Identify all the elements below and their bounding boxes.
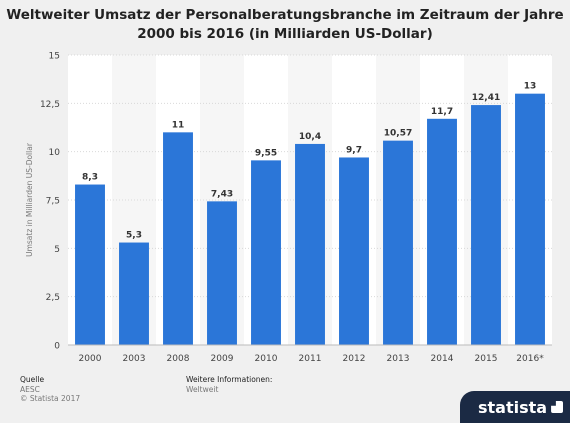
bar <box>119 242 149 345</box>
y-axis-label: Umsatz in Milliarden US-Dollar <box>25 142 34 257</box>
x-tick-label: 2015 <box>475 354 498 364</box>
bar <box>251 160 281 345</box>
bar-value-label: 11,7 <box>431 107 453 117</box>
y-tick-label: 15 <box>49 52 60 62</box>
y-tick-label: 10 <box>49 148 61 158</box>
y-tick-label: 12,5 <box>40 100 60 110</box>
x-tick-label: 2016* <box>516 354 544 364</box>
bar-value-label: 12,41 <box>472 93 500 103</box>
bar-value-label: 11 <box>172 120 185 130</box>
copyright-text: © Statista 2017 <box>20 394 81 403</box>
y-tick-label: 0 <box>54 342 60 352</box>
x-tick-label: 2011 <box>299 354 322 364</box>
bar-value-label: 9,7 <box>346 145 362 155</box>
y-tick-label: 7,5 <box>46 197 60 207</box>
info-label: Weitere Informationen: <box>186 375 273 384</box>
chart-title: Weltweiter Umsatz der Personalberatungsb… <box>6 7 564 42</box>
info-value: Weltweit <box>186 385 219 394</box>
x-tick-label: 2008 <box>167 354 190 364</box>
bar <box>163 132 193 345</box>
y-tick-label: 5 <box>54 245 60 255</box>
x-tick-label: 2000 <box>79 354 102 364</box>
bar <box>75 184 105 345</box>
bar <box>427 118 457 345</box>
source-label: Quelle <box>20 375 45 384</box>
bar-value-label: 10,4 <box>299 132 321 142</box>
bar <box>339 157 369 345</box>
statista-logo-icon <box>551 401 564 413</box>
bar-value-label: 13 <box>524 82 537 92</box>
statista-logo[interactable]: statista <box>460 391 570 423</box>
x-tick-label: 2013 <box>387 354 410 364</box>
x-tick-label: 2010 <box>255 354 278 364</box>
x-tick-label: 2014 <box>431 354 454 364</box>
bar-chart: 0 2,5 5 7,5 10 12,5 15 Umsatz in Milliarden US-… <box>25 52 552 364</box>
y-tick-label: 2,5 <box>46 293 60 303</box>
bar <box>207 201 237 345</box>
statista-logo-text: statista <box>478 397 548 417</box>
x-tick-label: 2003 <box>123 354 146 364</box>
bar-value-label: 8,3 <box>82 173 98 183</box>
x-tick-label: 2012 <box>343 354 366 364</box>
bar-value-label: 7,43 <box>211 189 233 199</box>
bar <box>515 93 545 346</box>
bar <box>383 140 413 345</box>
bar-value-label: 10,57 <box>384 129 412 139</box>
bar <box>471 105 501 345</box>
bar-value-label: 5,3 <box>126 231 142 241</box>
bar-value-label: 9,55 <box>255 148 277 158</box>
x-tick-label: 2009 <box>211 354 234 364</box>
source-value: AESC <box>20 385 40 394</box>
bar <box>295 143 325 345</box>
